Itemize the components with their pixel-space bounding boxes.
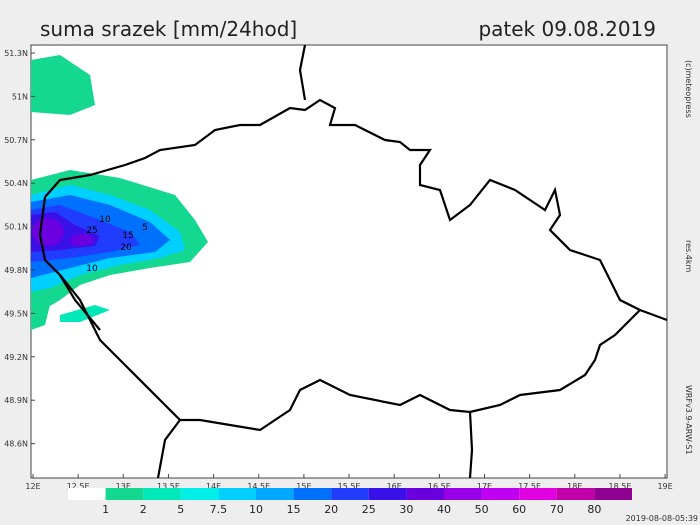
labels: 51.3N 51N 50.7N 50.4N 50.1N 49.8N 49.5N 49.2N 48… [4, 49, 673, 516]
country-border [468, 411, 474, 478]
lat-label: 51.3N [4, 49, 28, 58]
contour-label: 5 [142, 223, 148, 233]
copyright: (c)meteopress [684, 60, 693, 118]
country-border [59, 274, 101, 331]
lat-label: 49.2N [4, 353, 28, 362]
legend-label: 5 [177, 503, 184, 516]
legend-label: 40 [437, 503, 451, 516]
lat-label: 51N [12, 92, 28, 101]
precip-area [31, 55, 95, 115]
legend-swatch [481, 488, 520, 500]
lon-label: 12.5E [67, 482, 90, 491]
legend-swatch [594, 488, 632, 500]
legend-swatch [331, 488, 369, 500]
lon-label: 14.5E [247, 482, 270, 491]
legend-label: 60 [512, 503, 526, 516]
precip-area [31, 300, 50, 330]
legend-swatch [68, 488, 106, 500]
lon-label: 13E [116, 482, 131, 491]
legend-label: 15 [287, 503, 301, 516]
legend-swatch [519, 488, 557, 500]
lon-label: 17.5E [518, 482, 541, 491]
lon-label: 15.5E [338, 482, 361, 491]
legend-label: 30 [399, 503, 413, 516]
country-border [156, 419, 181, 478]
legend-label: 1 [102, 503, 109, 516]
lat-label: 49.8N [4, 266, 28, 275]
legend-swatch [218, 488, 256, 500]
lat-label: 48.9N [4, 396, 28, 405]
legend-label: 25 [362, 503, 376, 516]
lat-label: 50.4N [4, 179, 28, 188]
map [30, 44, 668, 479]
lat-label: 50.7N [4, 136, 28, 145]
lon-label: 13.5E [157, 482, 180, 491]
legend-label: 80 [587, 503, 601, 516]
lon-label: 18.5E [609, 482, 632, 491]
lon-label: 14E [206, 482, 221, 491]
precip-area [32, 218, 64, 246]
country-border [38, 98, 667, 432]
date: patek 09.08.2019 [478, 17, 656, 41]
legend-swatch [444, 488, 482, 500]
model: WRFv3.9-ARW-S1 [684, 385, 693, 455]
legend-label: 10 [249, 503, 263, 516]
timestamp: 2019-08-08-05:39 [626, 514, 698, 523]
legend-label: 7.5 [210, 503, 228, 516]
lat-label: 48.6N [4, 440, 28, 449]
precipitation [31, 55, 208, 330]
legend-label: 50 [475, 503, 489, 516]
lon-label: 19E [657, 482, 672, 491]
contour-label: 25 [86, 226, 97, 236]
legend-label: 20 [324, 503, 338, 516]
legend-label: 70 [550, 503, 564, 516]
lon-label: 16E [387, 482, 402, 491]
lon-label: 18E [567, 482, 582, 491]
title: suma srazek [mm/24hod] [40, 17, 297, 41]
lon-label: 16.5E [428, 482, 451, 491]
legend-swatch [180, 488, 219, 500]
contour-label: 10 [86, 264, 98, 274]
contour-label: 20 [120, 243, 132, 253]
lon-label: 12E [25, 482, 40, 491]
contour-label: 15 [122, 231, 133, 241]
country-border [298, 45, 307, 101]
lon-label: 17E [477, 482, 492, 491]
legend-swatch [143, 488, 181, 500]
borders [38, 45, 667, 478]
legend-swatch [105, 488, 144, 500]
legend-swatch [256, 488, 294, 500]
legend-swatch [293, 488, 332, 500]
lat-label: 49.5N [4, 309, 28, 318]
legend-swatch [368, 488, 407, 500]
resolution: res.4km [684, 240, 693, 272]
contour-label: 10 [99, 215, 111, 225]
precip-area [70, 234, 94, 246]
legend-swatch [556, 488, 595, 500]
lon-label: 15E [296, 482, 311, 491]
legend-swatch [406, 488, 444, 500]
lat-label: 50.1N [4, 223, 28, 232]
legend-label: 2 [140, 503, 147, 516]
